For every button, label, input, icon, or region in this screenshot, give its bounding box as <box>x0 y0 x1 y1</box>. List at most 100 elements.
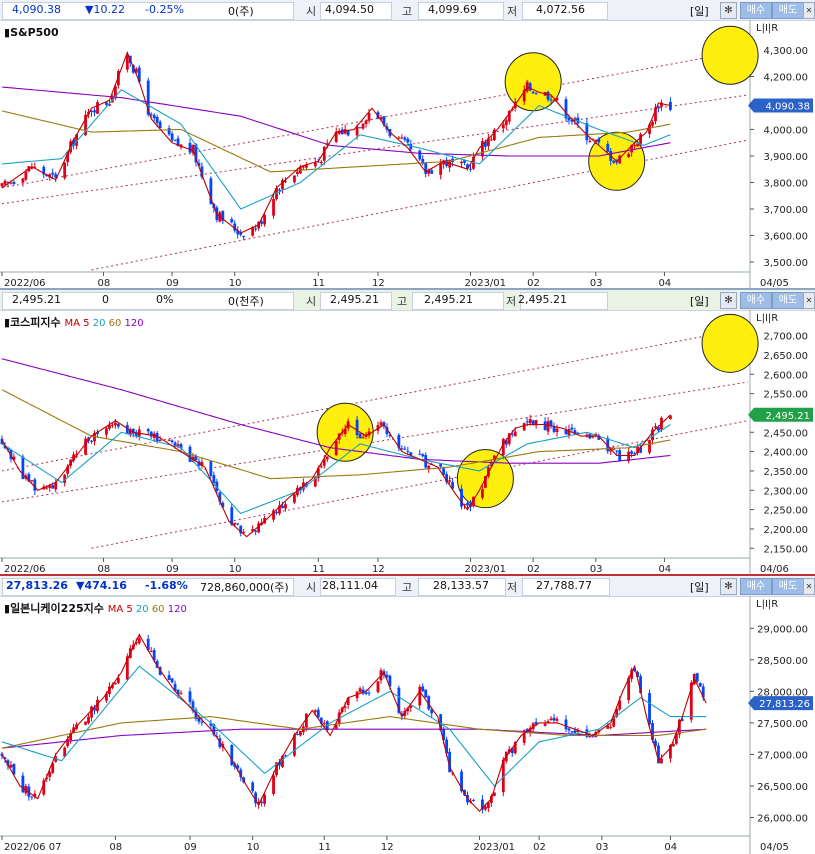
y-tick-label: 2,700.00 <box>763 332 808 343</box>
kospi-info-bar: 2,495.21 0 0% 0(천주) 시 2,495.21 고 2,495.2… <box>0 290 815 311</box>
y-tick-label: 27,000.00 <box>757 750 808 761</box>
candle <box>612 160 616 164</box>
close-icon[interactable]: ✕ <box>803 2 815 19</box>
candle <box>272 195 275 219</box>
candle <box>364 119 368 128</box>
nikkei-low-label: 저 <box>507 581 518 594</box>
candle <box>170 678 174 684</box>
candle <box>84 436 87 456</box>
candle <box>51 168 55 179</box>
candle <box>48 769 52 781</box>
y-tick-label: 2,450.00 <box>763 428 808 439</box>
nikkei-low: 27,788.77 <box>536 579 592 592</box>
nikkei-title: ▮일본니케이225지수 MA 5 20 60 120 <box>4 602 187 615</box>
candle <box>278 500 281 516</box>
sell-button[interactable]: 매도 <box>772 2 804 19</box>
nikkei-pct: -1.68% <box>145 579 188 592</box>
candle <box>636 670 639 678</box>
candle <box>301 165 305 170</box>
x-tick-label: 2022/06 <box>4 278 46 289</box>
candle <box>263 792 266 807</box>
sp500-chart: 3,500.00 3,600.00 3,700.00 3,800.00 3,900.00… <box>0 20 813 290</box>
candle <box>108 421 111 431</box>
y-tick-label: 2,650.00 <box>763 351 808 362</box>
candle <box>400 445 404 452</box>
candle <box>343 424 347 437</box>
settings-icon[interactable]: ✻ <box>720 2 737 19</box>
candle <box>546 417 550 435</box>
nikkei-period[interactable]: [일] <box>690 581 709 594</box>
close-icon[interactable]: ✕ <box>803 578 815 595</box>
sell-button[interactable]: 매도 <box>772 292 804 309</box>
candle <box>543 417 547 431</box>
scale-mode-icon[interactable]: L|I|R <box>756 313 778 324</box>
y-tick-label: 2,600.00 <box>763 370 808 381</box>
kospi-period[interactable]: [일] <box>690 295 709 308</box>
candle <box>355 416 359 439</box>
scale-mode-icon[interactable]: L|I|R <box>756 599 778 610</box>
candle <box>618 447 622 462</box>
sp500-open: 4,094.50 <box>325 3 374 16</box>
candle <box>669 414 672 420</box>
candle <box>564 426 568 435</box>
close-icon[interactable]: ✕ <box>803 292 815 309</box>
candle <box>158 120 162 129</box>
candle <box>173 680 177 692</box>
candle <box>489 793 493 807</box>
candle <box>242 235 246 241</box>
x-tick-label: 02 <box>527 278 540 289</box>
candle <box>418 684 422 709</box>
nikkei-open-label: 시 <box>306 581 317 594</box>
candle <box>93 430 96 446</box>
candle <box>293 732 296 758</box>
candle <box>630 449 634 458</box>
end-date-label: 04/05 <box>760 842 789 853</box>
candle <box>334 127 338 144</box>
y-tick-label: 29,000.00 <box>757 624 808 635</box>
kospi-panel: 2,495.21 0 0% 0(천주) 시 2,495.21 고 2,495.2… <box>0 290 815 576</box>
ma120-line <box>1 728 707 749</box>
highlight-circle <box>504 52 562 112</box>
x-tick-label: 08 <box>97 278 110 289</box>
buy-button[interactable]: 매수 <box>740 578 772 595</box>
candle <box>421 683 425 693</box>
buy-button[interactable]: 매수 <box>740 2 772 19</box>
candle <box>63 161 67 180</box>
x-tick-label: 12 <box>372 278 385 289</box>
trend-line <box>1 381 749 503</box>
candle <box>657 105 660 113</box>
y-tick-label: 26,500.00 <box>757 782 808 793</box>
candle <box>695 672 699 684</box>
kospi-open: 2,495.21 <box>330 293 379 306</box>
candle <box>209 460 213 479</box>
candle <box>549 95 553 105</box>
candle <box>421 453 425 458</box>
candle <box>677 718 681 739</box>
candle <box>194 454 198 462</box>
x-tick-label: 08 <box>109 842 122 853</box>
settings-icon[interactable]: ✻ <box>720 578 737 595</box>
candle <box>358 686 362 694</box>
buy-button[interactable]: 매수 <box>740 292 772 309</box>
scale-mode-icon[interactable]: L|I|R <box>756 23 778 34</box>
sp500-period[interactable]: [일] <box>690 5 709 18</box>
sell-button[interactable]: 매도 <box>772 578 804 595</box>
x-tick-label: 03 <box>590 278 603 289</box>
candle <box>167 670 171 681</box>
settings-icon[interactable]: ✻ <box>720 292 737 309</box>
end-date-label: 04/05 <box>760 278 789 289</box>
x-tick-label: 09 <box>184 842 197 853</box>
candle <box>552 422 556 434</box>
candle <box>299 730 302 737</box>
candle <box>54 479 58 493</box>
candle <box>627 152 631 159</box>
candle <box>254 791 258 808</box>
candle <box>170 131 174 143</box>
ma20-line <box>1 424 671 515</box>
candle <box>481 795 484 814</box>
y-tick-label: 3,900.00 <box>763 152 808 163</box>
candle <box>522 422 526 432</box>
candle <box>188 687 192 705</box>
candle <box>418 149 422 162</box>
x-tick-label: 2022/06 07 <box>4 842 61 853</box>
